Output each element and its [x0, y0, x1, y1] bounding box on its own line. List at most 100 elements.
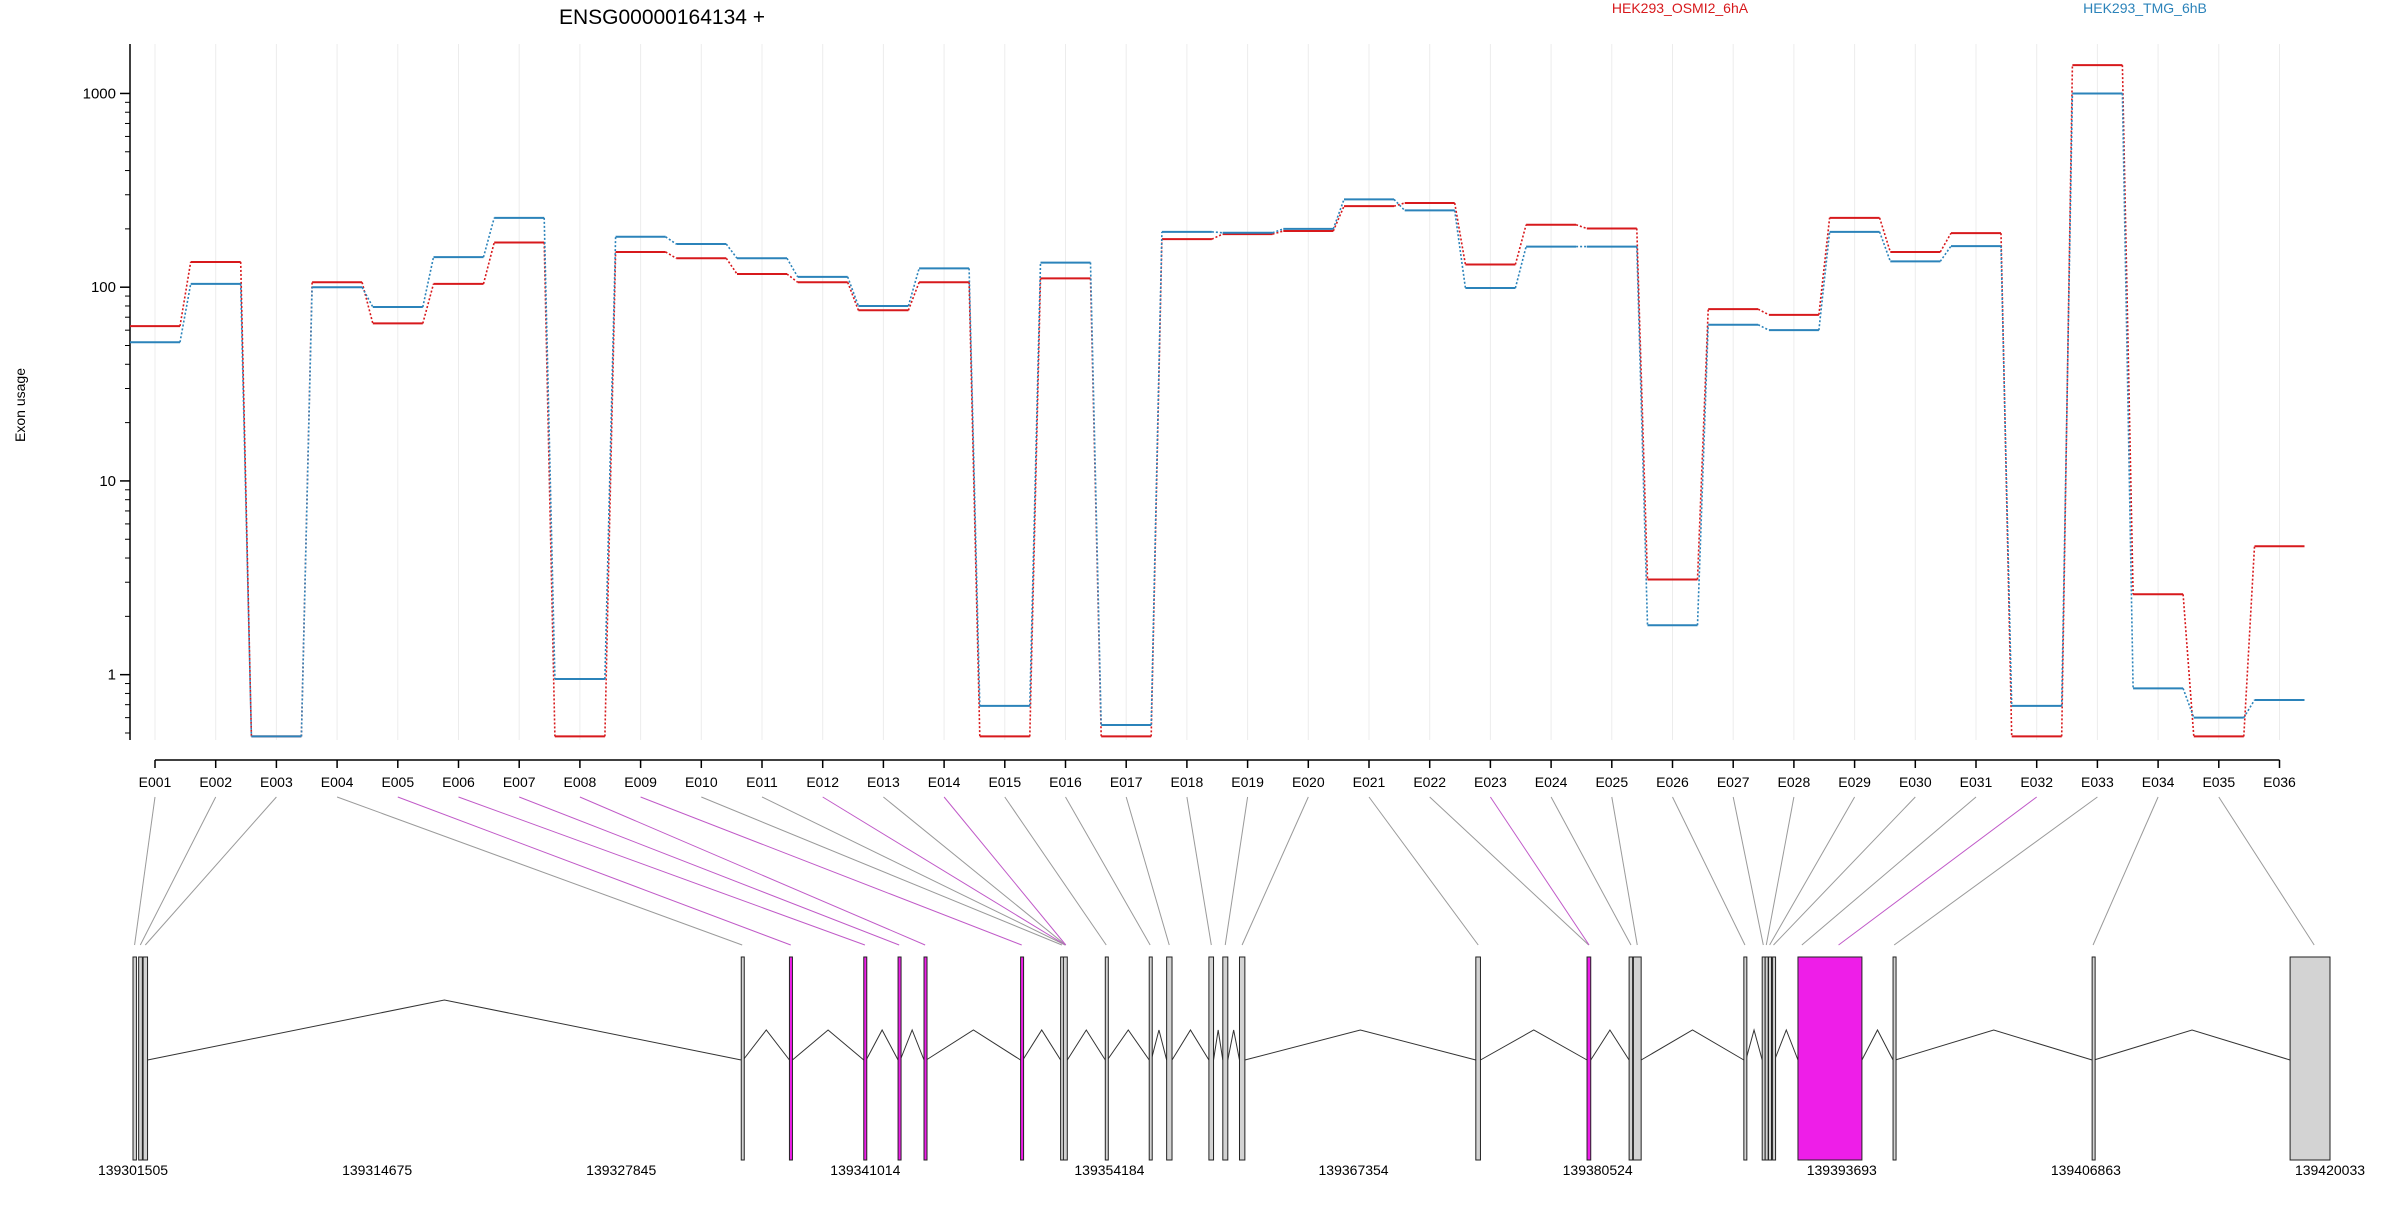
connector-line: [1818, 217, 1831, 315]
x-tick-label: E014: [928, 774, 961, 790]
x-tick-label: E034: [2142, 774, 2175, 790]
intron-line: [1022, 1029, 1062, 1061]
y-tick-label: 10: [99, 473, 116, 490]
genomic-coordinate-label: 139406863: [2051, 1162, 2121, 1178]
exon-block: [1104, 956, 1109, 1161]
intron-line: [2093, 1029, 2291, 1061]
connector-line: [1636, 228, 1649, 580]
exon-link: [2092, 796, 2159, 946]
exon-link: [336, 796, 743, 946]
exon-link: [1611, 796, 1638, 946]
connector-line: [2000, 233, 2013, 737]
intron-line: [1106, 1029, 1150, 1061]
connector-line: [239, 283, 253, 737]
exon-block: [1892, 956, 1897, 1161]
connector-line: [1939, 232, 1952, 253]
x-tick-label: E012: [806, 774, 839, 790]
exon-link-significant: [458, 796, 866, 946]
intron-line: [1171, 1029, 1210, 1061]
connector-line: [1453, 202, 1467, 265]
intron-line: [925, 1029, 1021, 1061]
exon-link: [1773, 796, 1916, 946]
grid-lines: [154, 44, 2280, 740]
exon-link: [1429, 796, 1590, 946]
connector-line: [2182, 688, 2195, 718]
genomic-coordinate-label: 139314675: [342, 1162, 412, 1178]
x-tick-label: E011: [746, 774, 778, 790]
x-tick-labels: E001 E002 E003 E004 E005 E006 E007 E008 E009 E010…: [139, 774, 2296, 790]
x-tick-label: E021: [1353, 774, 1386, 790]
connector-line: [2121, 93, 2134, 689]
intron-line: [1745, 1028, 1763, 1061]
connector-line: [1696, 309, 1709, 580]
connector-line: [1029, 278, 1042, 737]
x-tick-label: E007: [503, 774, 536, 790]
connector-line: [846, 282, 860, 311]
connector-line: [846, 276, 860, 307]
exon-block: [1238, 956, 1246, 1161]
x-tick-label: E032: [2020, 774, 2053, 790]
connector-line: [725, 243, 738, 259]
exon-link: [1765, 796, 1795, 946]
intron-line: [1861, 1028, 1894, 1061]
exon-block: [1772, 956, 1777, 1161]
intron-line: [147, 999, 742, 1061]
intron-line: [792, 1029, 865, 1061]
exon-link: [1004, 796, 1107, 946]
intron-line: [899, 1028, 925, 1061]
connector-line: [1453, 210, 1467, 289]
connector-line: [543, 217, 556, 679]
exon-block: [1632, 956, 1642, 1161]
connector-line: [1029, 262, 1042, 706]
connector-line: [543, 242, 556, 737]
exon-link-significant: [822, 796, 1066, 946]
x-tick-label: E003: [260, 774, 293, 790]
exon-link: [1241, 796, 1309, 946]
genomic-coordinate-label: 139393693: [1807, 1162, 1877, 1178]
exon-block-significant: [897, 956, 902, 1161]
exon-link-significant: [943, 796, 1067, 946]
intron-line: [1227, 1029, 1240, 1061]
intron-line: [1590, 1029, 1630, 1061]
exon-connector-lines: [134, 796, 2315, 946]
axes: 1 10 100 1000: [83, 44, 2281, 768]
connector-line: [1150, 231, 1163, 725]
x-tick-label: E023: [1474, 774, 1507, 790]
exon-block-significant: [923, 956, 928, 1161]
exon-block-significant: [788, 956, 793, 1161]
x-tick-label: E016: [1049, 774, 1082, 790]
x-tick-label: E025: [1595, 774, 1628, 790]
connector-line: [482, 217, 495, 258]
legend-entry-tmg: HEK293_TMG_6hB: [2083, 0, 2207, 16]
intron-line: [742, 1029, 790, 1061]
genomic-coordinate-label: 139420033: [2295, 1162, 2365, 1178]
exon-link: [1801, 796, 1977, 946]
exon-link: [761, 796, 1066, 946]
exon-link: [1550, 796, 1632, 946]
connector-line: [786, 273, 799, 283]
gene-model: [132, 956, 2331, 1161]
exon-block: [740, 956, 745, 1161]
x-tick-label: E002: [199, 774, 232, 790]
exon-block: [1743, 956, 1748, 1161]
exon-block: [2289, 956, 2331, 1161]
connector-line: [1211, 233, 1223, 240]
exon-block: [2091, 956, 2096, 1161]
intron-line: [1213, 1029, 1224, 1061]
x-tick-label: E033: [2081, 774, 2114, 790]
x-tick-label: E017: [1110, 774, 1143, 790]
exon-link: [1893, 796, 2098, 946]
intron-line: [1895, 1029, 2093, 1061]
connector-line: [1514, 246, 1527, 289]
connector-line: [1332, 205, 1345, 232]
exon-link: [701, 796, 1063, 946]
connector-line: [1272, 230, 1284, 235]
connector-line: [2121, 65, 2134, 595]
connector-line: [1089, 262, 1102, 725]
x-tick-label: E005: [381, 774, 414, 790]
exon-link-significant: [397, 796, 791, 946]
connector-line: [1757, 324, 1770, 331]
intron-line: [1774, 1028, 1799, 1061]
connector-line: [422, 283, 435, 324]
